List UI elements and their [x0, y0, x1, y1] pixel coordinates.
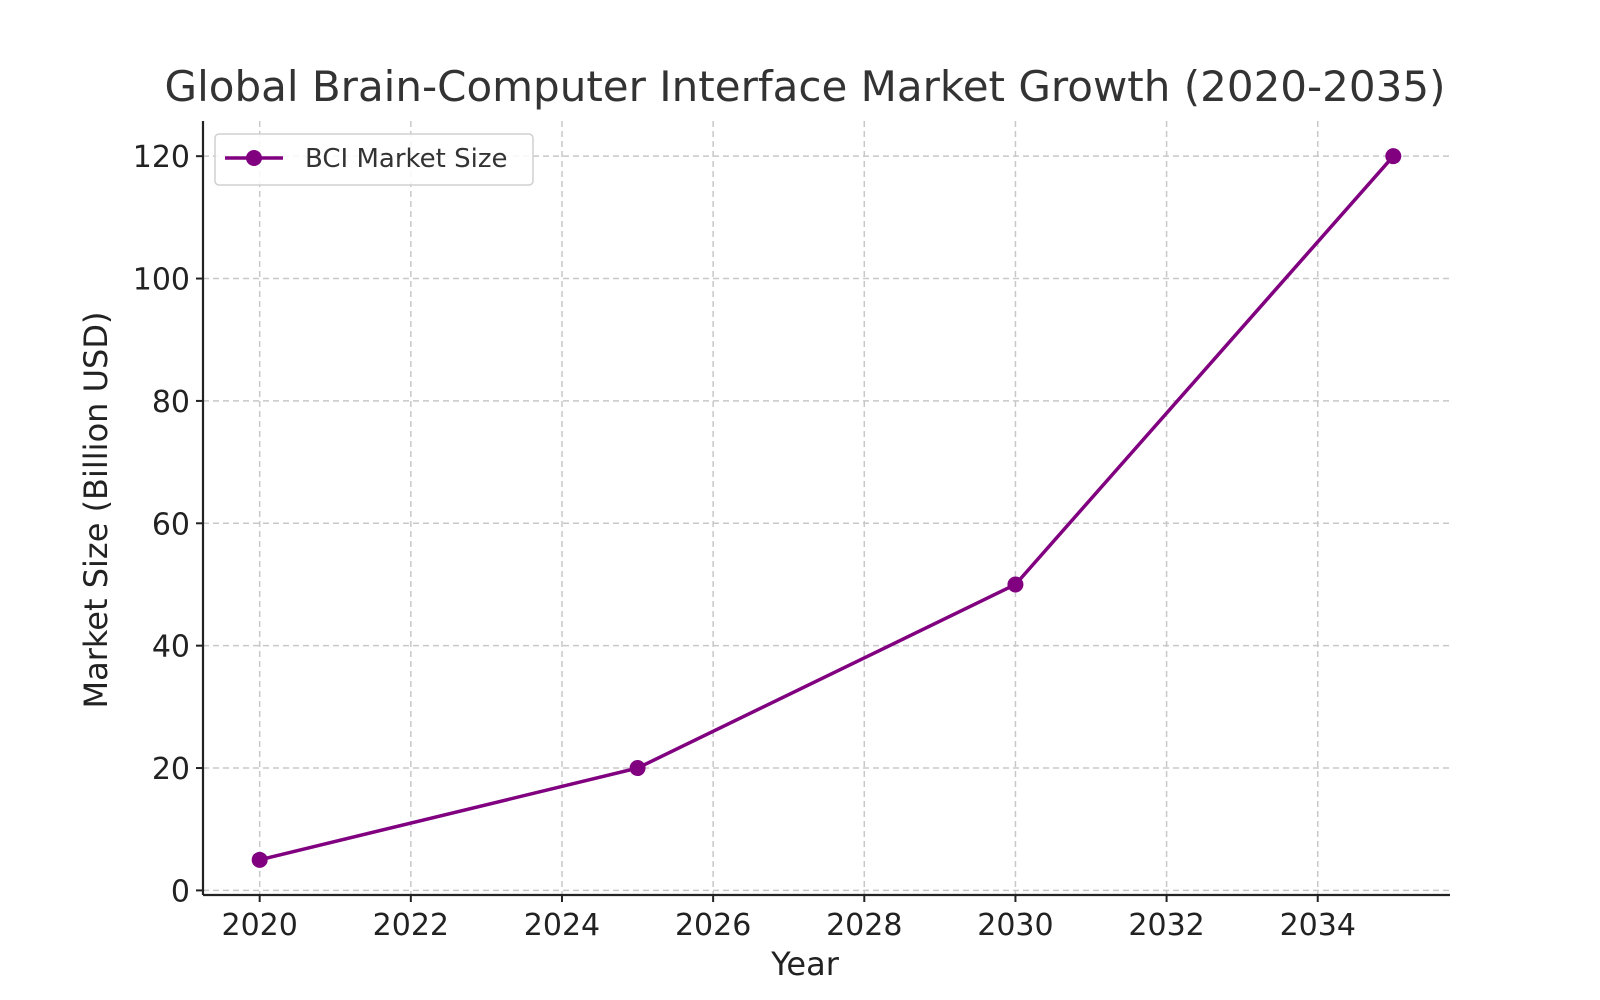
data-point: [251, 851, 268, 868]
data-point: [1385, 148, 1402, 165]
legend-marker-swatch: [246, 150, 262, 166]
y-tick-label: 40: [152, 630, 190, 665]
y-axis-label: Market Size (Billion USD): [77, 312, 115, 709]
y-tick-label: 120: [133, 140, 190, 175]
y-tick-label: 100: [133, 263, 190, 298]
axes-layer: [201, 121, 1450, 897]
legend-label: BCI Market Size: [305, 144, 507, 174]
x-axis-label: Year: [770, 945, 840, 983]
grid-layer: [203, 121, 1450, 895]
y-ticks: 0 20 40 60 80 100 120: [133, 140, 203, 909]
series-layer: [251, 148, 1402, 868]
data-point: [629, 760, 646, 777]
x-tick-label: 2028: [826, 908, 902, 943]
legend-box: [214, 133, 534, 186]
y-tick-label: 20: [152, 752, 190, 787]
data-point: [1007, 576, 1024, 593]
x-tick-label: 2020: [222, 908, 298, 943]
y-tick-label: 0: [171, 874, 190, 909]
x-tick-label: 2024: [524, 908, 600, 943]
chart-title: Global Brain-Computer Interface Market G…: [165, 62, 1446, 111]
x-ticks: 2020 2022 2024 2026 2028 2030 2032 2034: [222, 895, 1356, 943]
y-tick-label: 80: [152, 385, 190, 420]
x-tick-label: 2022: [373, 908, 449, 943]
y-tick-label: 60: [152, 507, 190, 542]
x-tick-label: 2030: [977, 908, 1053, 943]
x-tick-label: 2032: [1128, 908, 1204, 943]
x-tick-label: 2026: [675, 908, 751, 943]
series-line: [257, 154, 1396, 862]
legend: BCI Market Size: [214, 133, 534, 186]
x-tick-label: 2034: [1280, 908, 1356, 943]
